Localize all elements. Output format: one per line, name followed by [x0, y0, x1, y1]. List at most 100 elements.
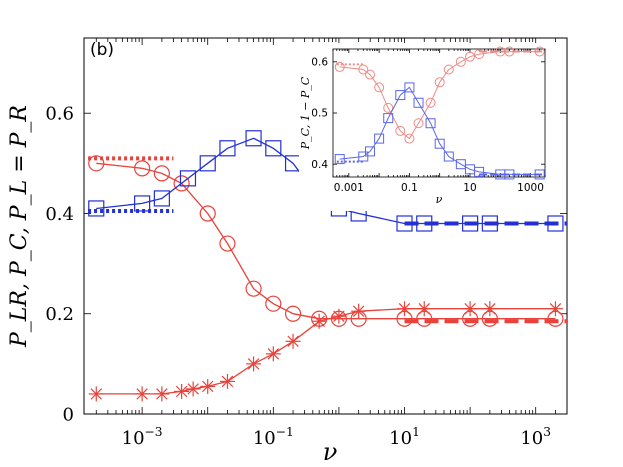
data-point-square	[153, 190, 170, 207]
data-point-square	[443, 151, 454, 162]
data-point-star	[547, 301, 563, 317]
main-series-group	[88, 130, 567, 402]
data-point-circle	[395, 125, 406, 136]
data-point-star	[482, 301, 498, 317]
data-point-star	[200, 378, 216, 394]
data-point-circle	[434, 77, 445, 88]
data-point-star	[219, 373, 235, 389]
data-point-square	[434, 138, 445, 149]
data-point-star	[397, 301, 413, 317]
x-tick-label: 101	[389, 425, 420, 449]
data-point-circle	[173, 175, 190, 192]
data-point-circle	[404, 133, 415, 144]
data-point-square	[462, 215, 479, 232]
y-tick-label: 0.2	[45, 304, 74, 325]
data-point-square	[219, 140, 236, 157]
data-point-circle	[534, 46, 545, 57]
data-point-circle	[374, 82, 385, 93]
data-point-square	[534, 169, 545, 180]
data-point-square	[374, 133, 385, 144]
x-tick-label: 10−3	[122, 425, 163, 449]
data-point-star	[285, 333, 301, 349]
data-point-star	[88, 386, 104, 402]
inset-y-axis-label: P_C, 1 − P_C	[299, 76, 312, 150]
data-point-square	[425, 118, 436, 129]
data-point-square	[334, 154, 345, 165]
data-point-star	[134, 386, 150, 402]
data-point-star	[174, 383, 190, 399]
data-point-circle	[358, 64, 369, 75]
y-tick-label: 0.6	[45, 104, 74, 125]
x-tick-label: 10−1	[253, 425, 294, 449]
data-point-circle	[284, 305, 302, 322]
x-tick-label: 103	[520, 425, 551, 449]
data-point-square	[199, 155, 216, 172]
data-point-star	[185, 381, 201, 397]
y-tick-label: 0.4	[45, 204, 74, 225]
data-point-square	[413, 97, 424, 108]
data-point-circle	[413, 118, 424, 129]
data-point-circle	[265, 295, 282, 312]
data-point-circle	[443, 64, 454, 75]
data-point-star	[154, 386, 170, 402]
data-point-square	[358, 151, 369, 162]
data-point-square	[265, 140, 282, 157]
data-point-square	[88, 200, 105, 217]
y-tick-label: 0	[63, 404, 74, 425]
data-point-circle	[425, 97, 436, 108]
data-point-square	[134, 195, 151, 212]
data-point-square	[481, 215, 498, 232]
main-x-axis-label: ν	[323, 438, 338, 466]
data-point-star	[265, 346, 281, 362]
data-point-circle	[464, 51, 475, 62]
data-point-circle	[455, 56, 466, 67]
data-point-square	[383, 113, 394, 124]
data-point-square	[455, 159, 466, 170]
data-point-circle	[199, 205, 216, 222]
data-point-star	[462, 301, 478, 317]
data-point-square	[245, 130, 262, 147]
x-tick-label: 0.1	[401, 182, 418, 194]
panel-label: (b)	[90, 40, 114, 60]
data-point-square	[365, 146, 376, 157]
data-point-star	[351, 303, 367, 319]
data-point-circle	[365, 69, 376, 80]
main-y-axis-label: P_LR, P_C, P_L = P_R	[7, 105, 32, 348]
main-plot: 10−3 10−1 101 103 0 0.2 0.4 0.6 (b) ν P_LR, P_C…	[7, 37, 568, 466]
data-point-square	[395, 90, 406, 101]
data-point-circle	[383, 102, 394, 113]
data-point-circle	[88, 155, 105, 172]
data-point-square	[504, 169, 515, 180]
y-tick-label: 0.6	[311, 56, 328, 68]
data-point-square	[396, 215, 413, 232]
series--p-c	[334, 46, 545, 144]
data-point-square	[416, 215, 433, 232]
inset-series-group	[334, 46, 545, 180]
series-p-c	[88, 130, 567, 232]
data-point-square	[179, 170, 197, 187]
data-point-square	[404, 82, 415, 93]
data-point-star	[331, 308, 347, 324]
data-point-square	[547, 215, 564, 232]
data-point-circle	[134, 160, 151, 177]
data-point-star	[311, 313, 327, 329]
series-p-l-p-r	[88, 301, 563, 402]
x-tick-label: 1000	[517, 182, 544, 194]
data-point-star	[246, 356, 262, 372]
series-p-c	[334, 82, 545, 180]
x-tick-label: 10	[463, 182, 476, 194]
inset-plot: 0.001 0.1 10 1000 0.4 0.5 0.6 ν P_C, 1 − P_C	[299, 43, 551, 211]
inset-x-axis-label: ν	[436, 193, 443, 206]
series-line	[96, 137, 556, 225]
y-tick-label: 0.4	[311, 159, 328, 171]
series-line	[339, 51, 540, 140]
data-point-circle	[245, 280, 262, 297]
main-ticks: 10−3 10−1 101 103 0 0.2 0.4 0.6	[45, 38, 568, 449]
data-point-circle	[219, 235, 236, 252]
main-axes-frame	[83, 37, 568, 415]
data-point-circle	[474, 49, 485, 60]
data-point-circle	[504, 46, 515, 57]
data-point-circle	[334, 61, 345, 72]
data-point-square	[474, 166, 485, 177]
